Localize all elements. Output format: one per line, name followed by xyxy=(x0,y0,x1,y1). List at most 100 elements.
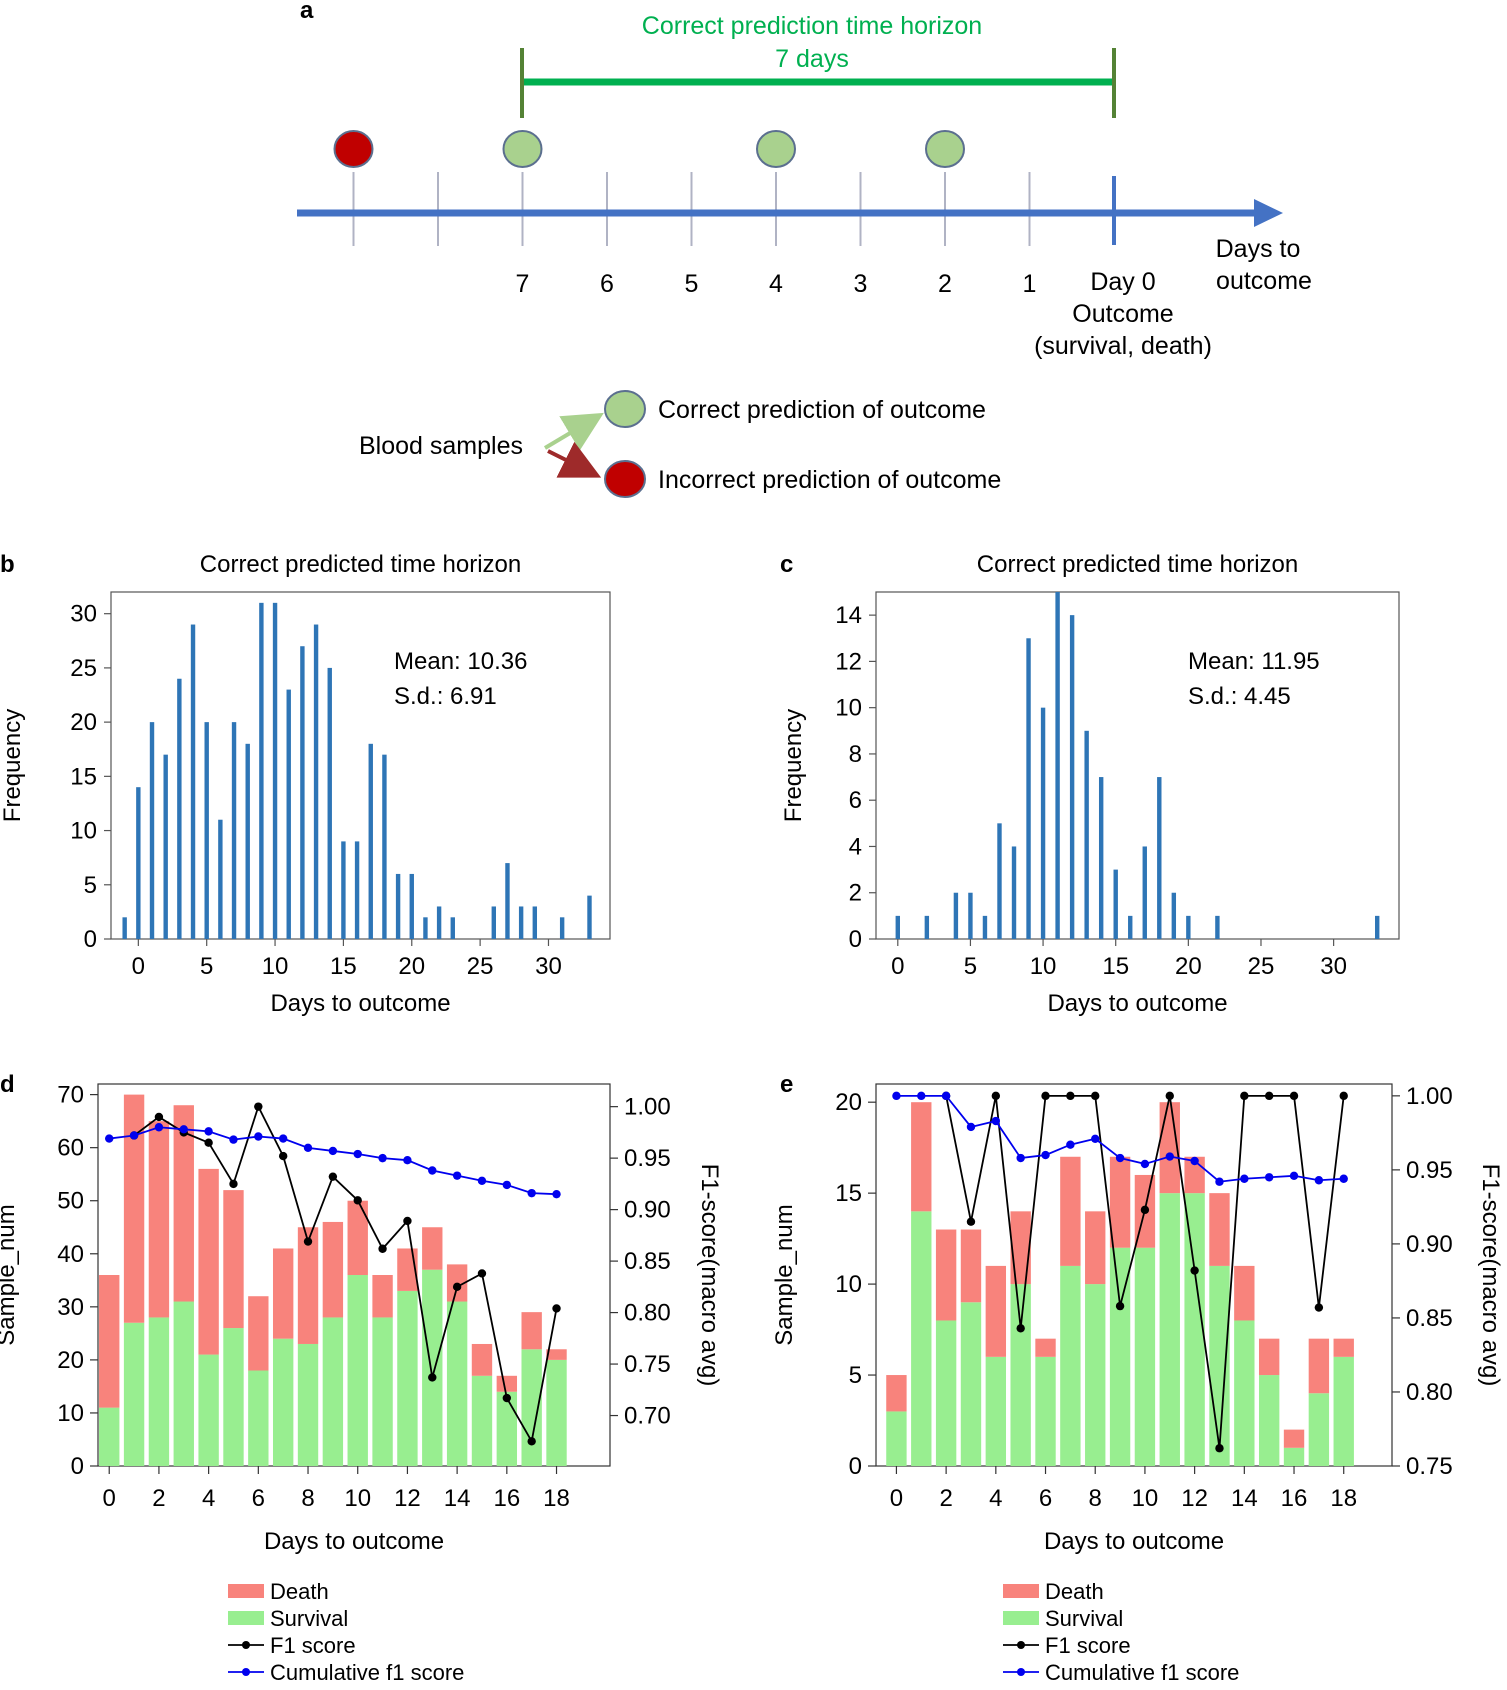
legend-label: F1 score xyxy=(1045,1633,1131,1658)
blood-sample-incorrect xyxy=(333,130,374,168)
cumulative-f1-point xyxy=(1240,1174,1249,1183)
cumulative-f1-point xyxy=(328,1146,338,1156)
legend-label: Survival xyxy=(1045,1606,1123,1631)
survival-bar xyxy=(1333,1356,1354,1466)
f1-score-point xyxy=(452,1282,462,1292)
x-tick-label: 20 xyxy=(398,953,425,980)
f1-score-point xyxy=(966,1217,976,1226)
y2-axis-label: F1-score(macro avg) xyxy=(1477,1164,1504,1387)
survival-bar xyxy=(322,1317,344,1466)
x-tick-label: 2 xyxy=(152,1485,165,1512)
death-bar xyxy=(1333,1338,1354,1357)
histogram-bar xyxy=(395,873,401,939)
cumulative-f1-point xyxy=(917,1091,926,1101)
stats-annotation: Mean: 10.36 xyxy=(394,648,527,675)
y-tick-label: 0 xyxy=(71,1453,84,1480)
y-tick-label: 0 xyxy=(849,1453,862,1480)
y-tick-label: 20 xyxy=(835,1089,862,1116)
f1-score-point xyxy=(254,1102,263,1111)
y2-tick-label: 0.70 xyxy=(624,1403,671,1430)
death-bar xyxy=(911,1102,932,1212)
histogram-bar xyxy=(1055,592,1060,939)
y2-tick-label: 0.90 xyxy=(1406,1231,1453,1258)
y-tick-label: 0 xyxy=(849,926,862,953)
death-bar xyxy=(1109,1156,1131,1248)
histogram-bar xyxy=(327,667,332,939)
survival-bar xyxy=(1010,1284,1031,1466)
histogram-bar xyxy=(1186,915,1191,939)
x-tick-label: 18 xyxy=(1330,1485,1357,1512)
cumulative-f1-point xyxy=(1016,1153,1025,1163)
blood-sample-correct xyxy=(502,130,543,168)
timeline-day-labels: 7 6 5 4 3 2 1 xyxy=(516,270,1037,298)
y-tick-label: 60 xyxy=(57,1135,84,1162)
y-tick-label: 4 xyxy=(849,833,862,860)
histogram-bar xyxy=(895,915,900,939)
histogram-bar xyxy=(136,787,141,939)
death-bar xyxy=(372,1275,393,1318)
x-tick-label: 25 xyxy=(467,953,494,980)
cumulative-f1-point xyxy=(1165,1152,1174,1161)
legend-label: Survival xyxy=(270,1606,348,1631)
histogram-bar xyxy=(1098,777,1104,939)
histogram-bar xyxy=(218,819,223,939)
y-tick-label: 20 xyxy=(57,1347,84,1374)
y-tick-label: 8 xyxy=(849,741,862,768)
x-tick-label: 6 xyxy=(252,1485,265,1512)
panel-d: d 0 2 4 6 8 10 12 14 16 18 0 10 20 30 40 50 60 70 0.70 0.75 0… xyxy=(0,1071,723,1685)
cumulative-f1-point xyxy=(179,1125,188,1134)
panel-a: a Correct prediction time horizon 7 days… xyxy=(297,0,1312,498)
cumulative-f1-point xyxy=(129,1131,139,1140)
x-tick-label: 15 xyxy=(330,953,357,980)
f1-score-point xyxy=(1240,1091,1249,1101)
survival-bar xyxy=(248,1370,269,1466)
histogram-bar xyxy=(313,624,319,939)
survival-bar xyxy=(1283,1447,1305,1466)
cumulative-f1-point xyxy=(892,1091,901,1101)
histogram-bar xyxy=(924,915,930,939)
survival-bar xyxy=(397,1290,418,1466)
x-tick-label: 2 xyxy=(939,1485,952,1512)
x-axis-label: Days to outcome xyxy=(1044,1528,1224,1555)
histogram-bar xyxy=(1084,730,1089,939)
survival-bar xyxy=(521,1349,542,1466)
histogram-bar xyxy=(953,892,959,939)
cumulative-f1-point xyxy=(1339,1174,1348,1183)
cumulative-f1-point xyxy=(254,1132,263,1141)
cumulative-f1-point xyxy=(1091,1134,1100,1143)
y-tick-label: 25 xyxy=(70,655,97,682)
histogram-bar xyxy=(1069,615,1075,939)
legend-cumulative-marker xyxy=(1017,1668,1025,1676)
f1-score-point xyxy=(1339,1091,1348,1101)
x-tick-label: 20 xyxy=(1175,953,1202,980)
stats-annotation: S.d.: 4.45 xyxy=(1188,683,1291,710)
y-tick-label: 30 xyxy=(70,601,97,628)
x-tick-label: 8 xyxy=(301,1485,314,1512)
cumulative-f1-point xyxy=(1041,1150,1050,1160)
death-bar xyxy=(1035,1338,1056,1357)
stats-annotation: Mean: 11.95 xyxy=(1188,648,1320,675)
legend-f1-marker xyxy=(1017,1641,1025,1649)
cumulative-f1-point xyxy=(1066,1140,1075,1149)
timeline-samples xyxy=(333,130,965,168)
histogram-bar xyxy=(122,917,127,939)
survival-bar xyxy=(1035,1356,1056,1466)
histogram-bar xyxy=(1375,915,1380,939)
death-bar xyxy=(397,1248,418,1291)
y2-tick-label: 0.85 xyxy=(1406,1305,1453,1332)
cumulative-f1-point xyxy=(154,1123,164,1132)
histogram-bar xyxy=(190,624,196,939)
stats-annotation: S.d.: 6.91 xyxy=(394,683,497,710)
legend-label: F1 score xyxy=(270,1633,356,1658)
x-tick-label: 10 xyxy=(262,953,289,980)
f1-score-point xyxy=(1289,1091,1299,1101)
f1-score-point xyxy=(477,1269,487,1278)
y2-axis-label: F1-score(macro avg) xyxy=(696,1164,723,1387)
x-axis-label: Days to outcome xyxy=(1047,990,1227,1017)
cumulative-f1-point xyxy=(502,1180,512,1190)
day0-outcome-types: (survival, death) xyxy=(1034,332,1212,360)
f1-score-point xyxy=(1215,1444,1224,1453)
histogram-bar xyxy=(354,841,360,939)
f1-score-point xyxy=(1140,1205,1150,1215)
